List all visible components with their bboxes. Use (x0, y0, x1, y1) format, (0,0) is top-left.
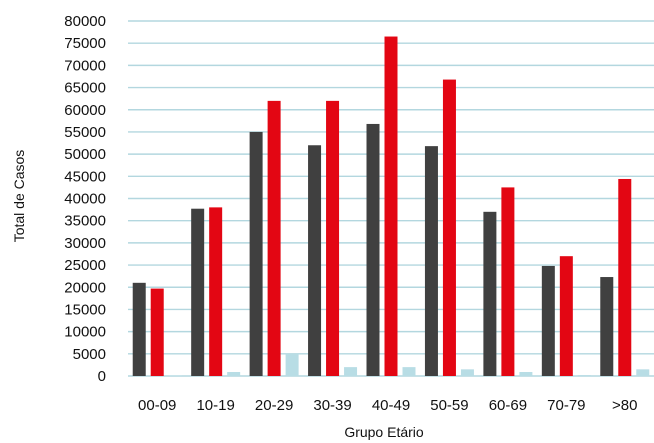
bar (285, 353, 299, 376)
y-tick-label: 10000 (64, 324, 106, 341)
y-tick-label: 55000 (64, 124, 106, 141)
bar (209, 207, 223, 376)
y-tick-label: 70000 (64, 57, 106, 74)
bar (366, 123, 380, 376)
x-tick-label: 10-19 (196, 397, 234, 414)
y-tick-label: 35000 (64, 213, 106, 230)
bar (424, 146, 438, 376)
bar (344, 367, 358, 376)
x-tick-label: 00-09 (138, 397, 176, 414)
bar (460, 369, 474, 376)
y-tick-label: 0 (98, 368, 106, 385)
y-tick-label: 65000 (64, 80, 106, 97)
bar (636, 369, 650, 376)
x-axis-title: Grupo Etário (344, 424, 424, 440)
y-tick-label: 5000 (73, 346, 106, 363)
x-tick-label: 70-79 (547, 397, 585, 414)
y-tick-label: 40000 (64, 191, 106, 208)
bar (618, 178, 632, 376)
x-tick-label: 40-49 (372, 397, 410, 414)
y-tick-label: 15000 (64, 301, 106, 318)
y-axis-title: Total de Casos (11, 150, 27, 243)
y-axis-tick-labels: 0 5000 10000 15000 20000 25000 30000 35000 40000… (64, 13, 106, 385)
y-tick-label: 20000 (64, 279, 106, 296)
bar (249, 131, 263, 376)
y-tick-label: 60000 (64, 102, 106, 119)
bar (559, 256, 573, 376)
y-tick-label: 75000 (64, 35, 106, 52)
y-tick-label: 50000 (64, 146, 106, 163)
y-tick-label: 25000 (64, 257, 106, 274)
x-tick-label: >80 (612, 397, 637, 414)
bar (150, 288, 164, 376)
bar (267, 100, 281, 376)
bar (600, 277, 614, 376)
bars (132, 36, 650, 376)
bar (519, 372, 533, 376)
x-axis-tick-labels: 00-09 10-19 20-29 30-39 40-49 50-59 60-69 70-79… (138, 397, 637, 414)
bar (483, 211, 497, 376)
y-tick-label: 30000 (64, 235, 106, 252)
bar (442, 79, 456, 376)
bar (384, 36, 398, 376)
bar (501, 187, 515, 376)
bar (132, 282, 146, 376)
x-tick-label: 50-59 (430, 397, 468, 414)
bar (227, 372, 241, 376)
y-tick-label: 80000 (64, 13, 106, 30)
x-tick-label: 30-39 (313, 397, 351, 414)
bar (326, 100, 340, 376)
x-tick-label: 60-69 (489, 397, 527, 414)
x-tick-label: 20-29 (255, 397, 293, 414)
bar (577, 375, 591, 376)
y-tick-label: 45000 (64, 168, 106, 185)
bar (191, 208, 205, 376)
bar (402, 367, 416, 376)
bar (541, 265, 555, 376)
bar (308, 145, 322, 376)
